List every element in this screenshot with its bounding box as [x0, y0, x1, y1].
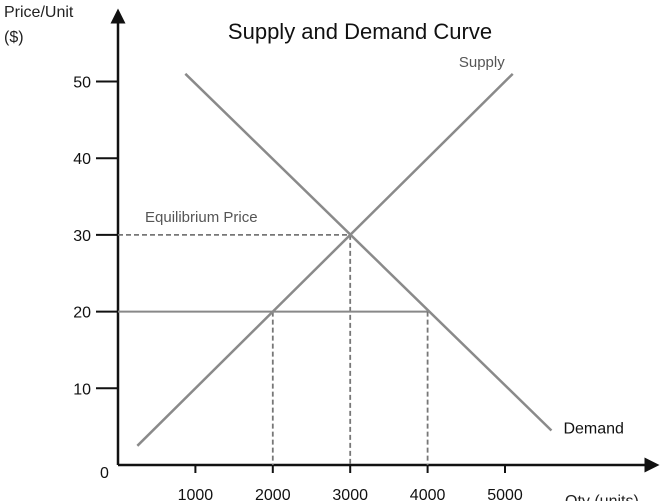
ticks-layer: 10 20 30 40 50 1000 2000 3000 4000 5000	[73, 75, 523, 501]
demand-curve-label: Demand	[563, 420, 623, 437]
x-axis-label: Qty (units)	[565, 493, 639, 501]
x-tick-label: 1000	[178, 487, 214, 501]
chart-title: Supply and Demand Curve	[228, 19, 492, 44]
y-tick-label: 10	[73, 381, 91, 398]
y-tick-label: 40	[73, 151, 91, 168]
y-tick-label: 50	[73, 75, 91, 92]
y-axis-label-line2: ($)	[4, 29, 24, 46]
labels-layer: Supply Demand Equilibrium Price	[145, 54, 624, 438]
x-tick-label: 3000	[332, 487, 368, 501]
supply-curve	[136, 72, 514, 447]
guides-layer	[118, 233, 429, 465]
supply-curve-label: Supply	[459, 54, 505, 71]
equilibrium-price-label: Equilibrium Price	[145, 209, 258, 226]
series-layer	[136, 72, 553, 447]
x-tick-label: 5000	[487, 487, 523, 501]
x-tick-label: 4000	[410, 487, 446, 501]
y-tick-label: 30	[73, 228, 91, 245]
y-tick-label: 20	[73, 305, 91, 322]
y-axis-label-line1: Price/Unit	[4, 4, 74, 21]
demand-curve	[184, 72, 553, 432]
x-tick-label: 2000	[255, 487, 291, 501]
origin-label: 0	[100, 465, 109, 482]
